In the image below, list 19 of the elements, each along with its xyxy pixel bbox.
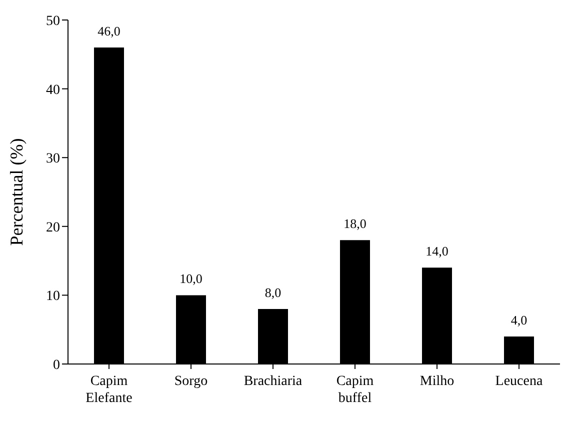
data-label: 10,0 [180,271,202,286]
x-tick-label: Leucena [495,374,544,389]
y-tick-label: 10 [46,289,60,304]
y-tick-label: 30 [46,152,60,167]
data-label: 46,0 [98,24,120,39]
y-tick-label: 40 [46,82,60,98]
y-tick-label: 20 [46,220,60,236]
x-tick-label: Capim buffel [336,374,374,406]
data-label: 18,0 [344,216,366,232]
x-tick-label: Sorgo [174,374,208,389]
y-tick-label: 0 [53,358,60,373]
x-tick-label: Brachiaria [244,374,303,389]
y-axis-title: Percentual (%) [6,138,26,246]
data-label: 4,0 [510,312,528,328]
data-label: 8,0 [264,284,282,300]
x-tick-label: Capim Elefante [86,374,132,406]
x-tick-label: Milho [420,374,454,389]
data-label: 14,0 [426,244,448,259]
y-tick-label: 50 [46,14,60,29]
